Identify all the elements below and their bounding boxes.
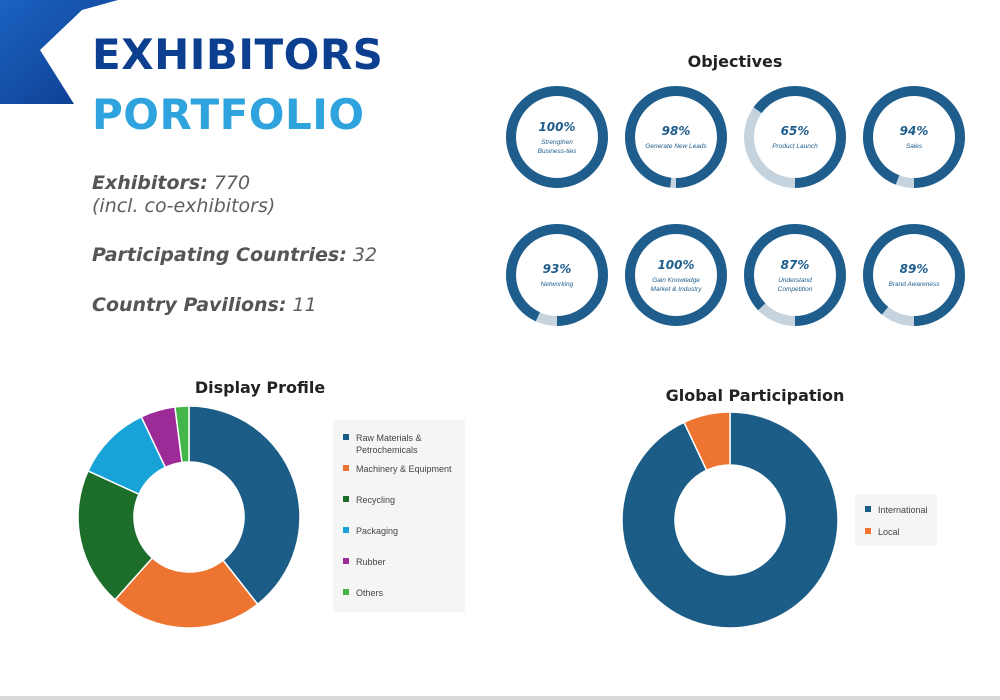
corner-decoration (0, 0, 118, 104)
legend-label: Packaging (356, 526, 399, 536)
gauge-category-label: Product Launch (772, 143, 818, 150)
gauge-category-label: Competition (778, 286, 813, 293)
gauge-category-label: Market & Industry (651, 286, 703, 293)
page-title-line-1: EXHIBITORS (92, 30, 384, 79)
legend-swatch (343, 465, 349, 471)
objectives-gauge-grid: 100% Strengthen Business-ties 98% Generate N… (506, 86, 965, 326)
gauge-percent-label: 89% (900, 262, 929, 276)
gauge-category-label: Sales (906, 143, 923, 150)
objective-gauge: 100% Strengthen Business-ties (506, 86, 608, 188)
gauge-value-arc (744, 224, 846, 326)
gauge-percent-label: 94% (900, 124, 929, 138)
display-profile-donut-chart (77, 405, 301, 629)
exhibitors-stat: Exhibitors: 770 (incl. co-exhibitors) (92, 172, 275, 218)
objectives-chart-title: Objectives (687, 52, 783, 71)
legend-label: Recycling (356, 495, 396, 505)
gauge-percent-label: 93% (543, 262, 572, 276)
exhibitors-note: (incl. co-exhibitors) (92, 195, 276, 217)
legend-label: Others (356, 588, 384, 598)
gauge-category-label: Business-ties (538, 148, 577, 155)
global-participation-legend: International Local (855, 494, 937, 546)
gauge-value-arc (506, 224, 608, 326)
legend-label: Machinery & Equipment (356, 464, 452, 474)
legend-label: Rubber (356, 557, 386, 567)
gauge-value-arc (506, 86, 608, 188)
objective-gauge: 89% Brand Awareness (863, 224, 965, 326)
gauge-value-arc (863, 86, 965, 188)
gauge-percent-label: 87% (781, 258, 810, 272)
legend-item: Machinery & Equipment (343, 463, 452, 475)
legend-label: Local (878, 527, 900, 537)
global-participation-donut-chart (621, 411, 839, 629)
bottom-divider (0, 696, 1000, 700)
countries-label: Participating Countries: (92, 244, 347, 266)
legend-label: International (878, 505, 928, 515)
gauge-category-label: Gain Knowledge (652, 277, 700, 284)
objective-gauge: 100% Gain Knowledge Market & Industry (625, 224, 727, 326)
objective-gauge: 87% Understand Competition (744, 224, 846, 326)
gauge-percent-label: 100% (538, 120, 575, 134)
legend-item: Rubber (343, 556, 386, 568)
donut-slice-raw-materials-petrochemicals (188, 405, 301, 606)
legend-swatch (343, 558, 349, 564)
legend-label: Raw Materials & Petrochemicals (356, 433, 422, 455)
gauge-category-label: Strengthen (541, 139, 573, 146)
legend-item: International (865, 504, 928, 516)
legend-item: Recycling (343, 494, 395, 506)
gauge-percent-label: 65% (781, 124, 810, 138)
donut-slice-machinery-equipment (113, 556, 259, 629)
donut-slice-recycling (77, 469, 154, 601)
legend-swatch (343, 527, 349, 533)
countries-stat: Participating Countries: 32 (92, 244, 377, 267)
donut-slice-local (683, 411, 731, 472)
global-participation-chart-title: Global Participation (665, 386, 845, 405)
gauge-value-arc (863, 224, 965, 326)
gauge-value-arc (625, 86, 727, 188)
display-profile-chart-title: Display Profile (194, 378, 326, 397)
legend-swatch (865, 528, 871, 534)
legend-item: Raw Materials & Petrochemicals (343, 432, 422, 456)
page-title-line-2: PORTFOLIO (92, 90, 365, 139)
objective-gauge: 65% Product Launch (744, 86, 846, 188)
legend-swatch (343, 496, 349, 502)
donut-slice-others (174, 405, 190, 464)
pavilions-label: Country Pavilions: (92, 294, 287, 316)
countries-value: 32 (352, 244, 378, 266)
gauge-percent-label: 98% (662, 124, 691, 138)
gauge-category-label: Understand (778, 277, 812, 284)
legend-item: Packaging (343, 525, 398, 537)
pavilions-value: 11 (292, 294, 317, 316)
gauge-category-label: Generate New Leads (645, 143, 707, 150)
gauge-percent-label: 100% (657, 258, 694, 272)
exhibitors-label: Exhibitors: (92, 172, 208, 194)
objective-gauge: 94% Sales (863, 86, 965, 188)
legend-item: Others (343, 587, 383, 599)
legend-swatch (865, 506, 871, 512)
objective-gauge: 93% Networking (506, 224, 608, 326)
legend-swatch (343, 589, 349, 595)
legend-item: Local (865, 526, 900, 538)
display-profile-legend: Raw Materials & Petrochemicals Machinery &… (333, 420, 465, 612)
gauge-value-arc (744, 86, 846, 188)
legend-swatch (343, 434, 349, 440)
gauge-category-label: Brand Awareness (889, 281, 941, 288)
exhibitors-value: 770 (213, 172, 251, 194)
gauge-value-arc (625, 224, 727, 326)
pavilions-stat: Country Pavilions: 11 (92, 294, 317, 317)
gauge-category-label: Networking (541, 281, 574, 288)
objective-gauge: 98% Generate New Leads (625, 86, 727, 188)
donut-slice-international (621, 411, 839, 629)
